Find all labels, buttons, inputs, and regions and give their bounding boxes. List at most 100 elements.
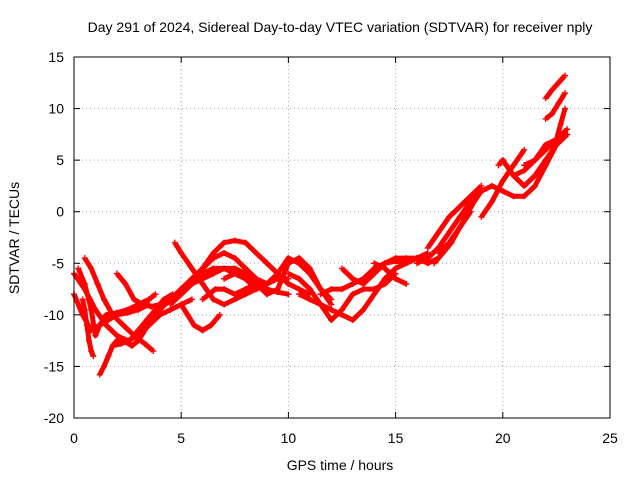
data-point [86, 337, 93, 344]
data-point [184, 311, 191, 318]
data-point [392, 258, 399, 265]
plot-frame [73, 56, 611, 419]
data-point [296, 286, 303, 293]
data-point [360, 286, 367, 293]
data-point [210, 270, 217, 277]
data-point [296, 255, 303, 262]
data-point [212, 286, 219, 293]
data-point [221, 239, 228, 246]
data-point [456, 203, 463, 210]
data-point [542, 95, 549, 102]
data-point [253, 249, 260, 256]
data-point [92, 332, 99, 339]
data-point [208, 322, 215, 329]
y-tick-label: -10 [44, 307, 64, 323]
series-line [298, 255, 419, 323]
data-point [561, 72, 568, 79]
series-arc-32 [542, 90, 568, 122]
y-tick-label: 10 [48, 101, 64, 117]
data-point [446, 213, 453, 220]
series-arc-15 [221, 255, 335, 308]
data-point [285, 275, 292, 282]
data-point [435, 249, 442, 256]
data-point [263, 280, 270, 287]
data-point [521, 162, 528, 169]
data-point [188, 280, 195, 287]
data-point [263, 260, 270, 267]
data-point [221, 265, 228, 272]
data-point [178, 291, 185, 298]
x-tick-label: 5 [177, 430, 185, 446]
data-point [478, 182, 485, 189]
data-point [467, 208, 474, 215]
data-point [339, 265, 345, 272]
series-line [544, 91, 568, 121]
data-point [231, 270, 238, 277]
data-point [105, 353, 112, 360]
data-point [414, 255, 421, 262]
data-point [206, 291, 213, 298]
data-point [446, 239, 453, 246]
data-point [81, 255, 88, 262]
data-point [178, 301, 185, 308]
data-point [146, 317, 153, 324]
data-point [296, 260, 303, 267]
data-point [221, 249, 228, 256]
data-point [317, 301, 324, 308]
data-point [328, 301, 335, 308]
data-point [221, 275, 228, 282]
data-point [339, 306, 345, 313]
data-point [113, 270, 120, 277]
data-point [542, 162, 549, 169]
series-arc-26 [478, 146, 528, 220]
data-point [90, 353, 97, 360]
data-point [349, 317, 356, 324]
data-point [296, 291, 303, 298]
data-point [274, 286, 281, 293]
data-point [221, 286, 228, 293]
data-point [424, 244, 431, 251]
data-point [349, 291, 356, 298]
series-layer [71, 72, 571, 378]
data-point [360, 280, 367, 287]
data-point [339, 311, 345, 318]
data-point [96, 322, 103, 329]
y-tick-label: 5 [56, 152, 64, 168]
data-point [231, 291, 238, 298]
data-point [113, 332, 120, 339]
data-point [242, 291, 249, 298]
data-point [242, 275, 249, 282]
data-point [122, 280, 129, 287]
y-tick-label: 15 [48, 49, 64, 65]
x-tick-label: 25 [602, 430, 618, 446]
series-arc-22 [424, 182, 485, 251]
data-point [83, 322, 90, 329]
data-point [231, 265, 238, 272]
series-arc-14 [199, 280, 260, 303]
data-point [510, 193, 517, 200]
y-axis-label: SDTVAR / TECUs [6, 182, 22, 294]
data-point [148, 303, 155, 310]
series-arc-6 [96, 327, 148, 378]
data-point [392, 275, 399, 282]
data-point [150, 347, 157, 354]
data-point [146, 296, 153, 303]
data-point [521, 167, 528, 174]
data-point [101, 296, 108, 303]
data-point [392, 265, 399, 272]
data-point [306, 286, 313, 293]
data-point [328, 306, 335, 313]
data-point [489, 198, 496, 205]
data-point [199, 275, 206, 282]
data-point [456, 213, 463, 220]
data-point [446, 229, 453, 236]
data-point [495, 162, 502, 169]
y-tick-label: -5 [52, 255, 65, 271]
data-point [549, 87, 556, 94]
data-point [242, 286, 249, 293]
data-point [94, 280, 101, 287]
data-point [478, 188, 485, 195]
data-point [274, 270, 281, 277]
